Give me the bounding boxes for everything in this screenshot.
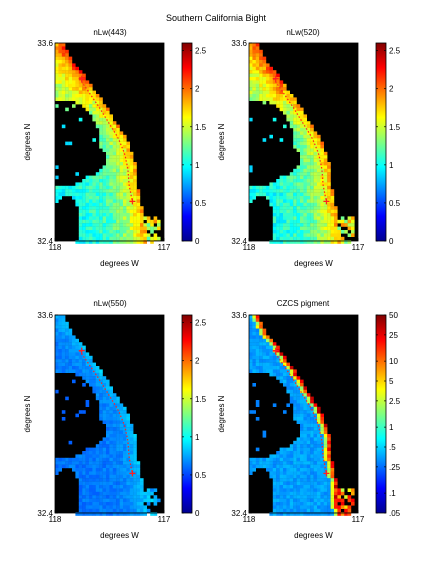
x-tick-label: 117 — [352, 515, 365, 524]
colorbar-tick-label: 2 — [389, 85, 394, 94]
colorbar-tick-label: 1.5 — [389, 123, 401, 132]
station-marker — [78, 75, 85, 82]
figure-suptitle: Southern California Bight — [166, 13, 267, 23]
colorbar-tick-label: 2.5 — [195, 47, 207, 56]
colorbar-tick-label: 0.5 — [389, 199, 401, 208]
y-tick-label: 32.4 — [37, 237, 53, 246]
colorbar-tick-label: 10 — [389, 357, 398, 366]
plot-frame — [248, 314, 359, 514]
y-tick-label: 33.6 — [37, 39, 53, 48]
y-tick-label: 32.4 — [231, 509, 247, 518]
panel-title: nLw(443) — [93, 28, 127, 37]
colorbar-tick-label: 1.5 — [195, 123, 207, 132]
colorbar-tick-label: .25 — [389, 463, 401, 472]
colorbar-tick-label: 0.5 — [195, 199, 207, 208]
colorbar-tick-label: 0.5 — [195, 471, 207, 480]
panel-title: nLw(520) — [286, 28, 320, 37]
x-axis-label: degrees W — [294, 259, 333, 268]
y-axis-label: degrees N — [217, 123, 226, 160]
x-tick-label: 118 — [49, 515, 62, 524]
colorbar: .05 .1 .25 .5 1 2.5 5 10 25 50 — [375, 311, 401, 518]
colorbar-tick-label: 1 — [195, 161, 200, 170]
panel-title: nLw(550) — [93, 299, 127, 308]
y-tick-label: 33.6 — [37, 311, 53, 320]
colorbar-tick-label: 2.5 — [195, 319, 207, 328]
plot-frame — [54, 42, 165, 242]
station-marker — [323, 470, 330, 477]
colorbar-tick-label: 2 — [195, 85, 200, 94]
x-tick-label: 117 — [158, 243, 171, 252]
y-tick-label: 33.6 — [231, 39, 247, 48]
colorbar-tick-label: 2 — [195, 357, 200, 366]
station-marker — [272, 75, 279, 82]
y-axis-label: degrees N — [217, 395, 226, 432]
plot-frame — [248, 42, 359, 242]
heatmap-field — [249, 43, 358, 244]
colorbar: 0 0.5 1 1.5 2 2.5 — [181, 42, 207, 246]
colorbar-tick-label: 1 — [195, 433, 200, 442]
colorbar-tick-label: 1.5 — [195, 395, 207, 404]
station-marker — [78, 347, 85, 354]
colorbar-tick-label: 1 — [389, 161, 394, 170]
colorbar-tick-label: .1 — [389, 489, 396, 498]
x-tick-label: 117 — [158, 515, 171, 524]
station-marker — [272, 347, 279, 354]
station-marker — [129, 470, 136, 477]
x-axis-label: degrees W — [294, 531, 333, 540]
heatmap-field — [55, 43, 164, 244]
y-axis-label: degrees N — [23, 395, 32, 432]
y-tick-label: 32.4 — [37, 509, 53, 518]
station-marker — [323, 198, 330, 205]
colorbar: 0 0.5 1 1.5 2 2.5 — [181, 314, 207, 518]
x-axis-label: degrees W — [100, 531, 139, 540]
y-tick-label: 32.4 — [231, 237, 247, 246]
transect-line — [79, 78, 133, 202]
x-axis-label: degrees W — [100, 259, 139, 268]
y-axis-label: degrees N — [23, 123, 32, 160]
panel-title: CZCS pigment — [277, 299, 330, 308]
colorbar-tick-label: 2.5 — [389, 397, 401, 406]
colorbar: 0 0.5 1 1.5 2 2.5 — [375, 42, 401, 246]
colorbar-tick-label: 0 — [389, 237, 394, 246]
y-tick-label: 33.6 — [231, 311, 247, 320]
transect-line — [273, 78, 327, 202]
colorbar-tick-label: 2.5 — [389, 47, 401, 56]
transect-line — [273, 350, 327, 474]
heatmap-field — [249, 315, 358, 516]
colorbar-tick-label: 25 — [389, 331, 398, 340]
transect-line — [79, 350, 133, 474]
colorbar-tick-label: 0 — [195, 509, 200, 518]
heatmap-field — [55, 315, 164, 516]
plot-frame — [54, 314, 165, 514]
colorbar-tick-label: 50 — [389, 311, 398, 320]
x-tick-label: 118 — [243, 515, 256, 524]
colorbar-tick-label: 0 — [195, 237, 200, 246]
colorbar-tick-label: .5 — [389, 443, 396, 452]
x-tick-label: 118 — [49, 243, 62, 252]
colorbar-tick-label: 1 — [389, 423, 394, 432]
station-marker — [129, 198, 136, 205]
colorbar-tick-label: .05 — [389, 509, 401, 518]
colorbar-tick-label: 5 — [389, 377, 394, 386]
x-tick-label: 117 — [352, 243, 365, 252]
x-tick-label: 118 — [243, 243, 256, 252]
